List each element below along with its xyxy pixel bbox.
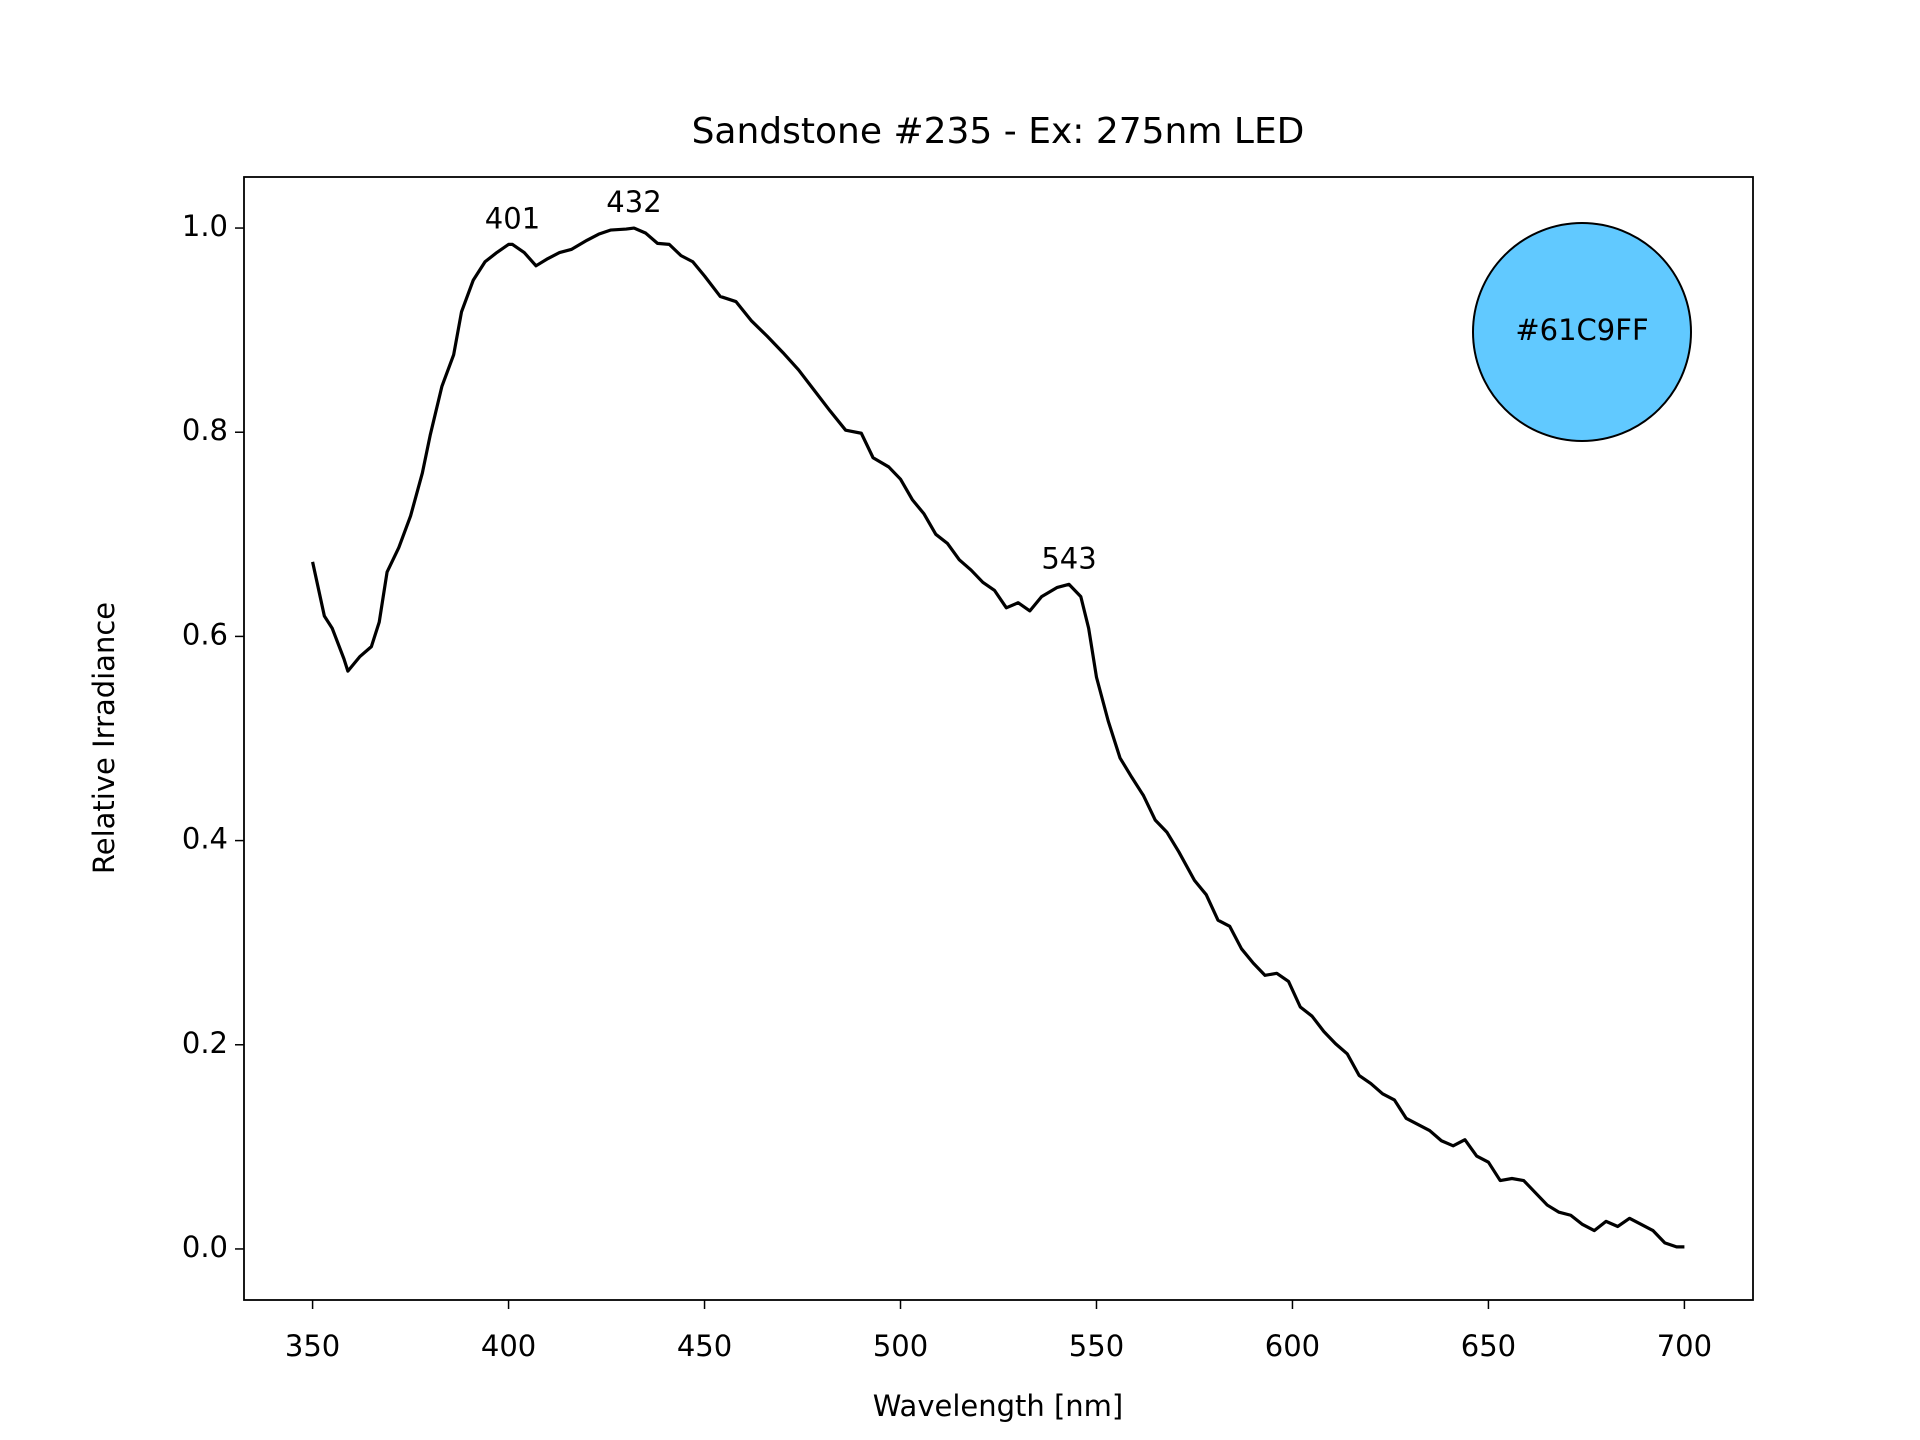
color-swatch xyxy=(1472,222,1692,442)
x-tick-label: 500 xyxy=(873,1329,928,1363)
y-tick-label: 0.4 xyxy=(182,822,228,856)
x-tick-label: 400 xyxy=(481,1329,536,1363)
x-tick-label: 600 xyxy=(1265,1329,1320,1363)
peak-annotation: 543 xyxy=(1041,541,1096,575)
y-tick-label: 0.8 xyxy=(182,413,228,447)
chart-title: Sandstone #235 - Ex: 275nm LED xyxy=(692,111,1305,152)
x-tick-label: 700 xyxy=(1657,1329,1712,1363)
y-tick-label: 0.0 xyxy=(182,1230,228,1264)
y-tick-label: 1.0 xyxy=(182,209,228,243)
peak-annotation: 401 xyxy=(485,201,540,235)
plot-frame xyxy=(243,176,1754,1301)
x-axis-label: Wavelength [nm] xyxy=(873,1389,1124,1423)
x-tick-label: 650 xyxy=(1461,1329,1516,1363)
line-series xyxy=(311,226,1685,1249)
x-tick-label: 550 xyxy=(1069,1329,1124,1363)
swatch-label: #61C9FF xyxy=(1515,313,1648,347)
peak-annotation: 432 xyxy=(606,185,661,219)
x-tick-label: 450 xyxy=(677,1329,732,1363)
y-tick-label: 0.2 xyxy=(182,1026,228,1060)
x-tick-label: 350 xyxy=(285,1329,340,1363)
y-axis-label: Relative Irradiance xyxy=(87,602,121,874)
y-tick-label: 0.6 xyxy=(182,617,228,651)
